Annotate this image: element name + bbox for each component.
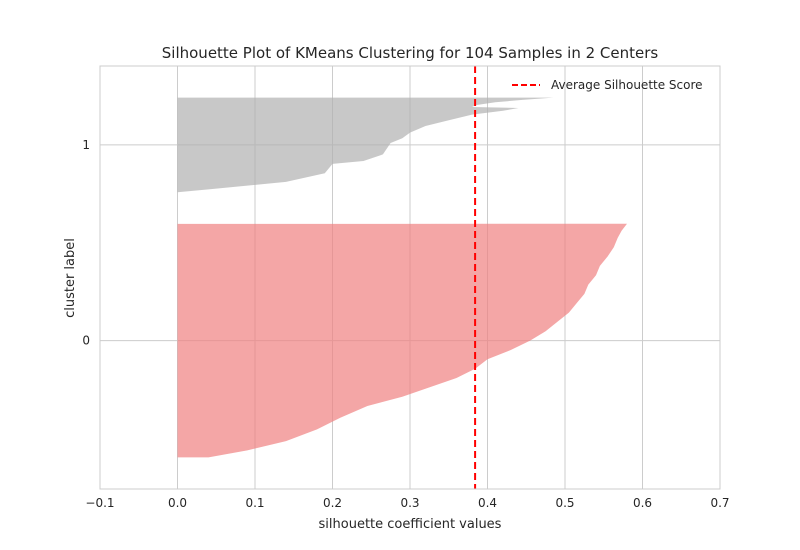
tick-labels: −0.1 0.0 0.1 0.2 0.3 0.4 0.5 0.6 0.7 0 1: [82, 138, 729, 510]
x-tick-label: 0.0: [168, 496, 187, 510]
cluster-1-silhouette-area: [177, 97, 554, 193]
x-axis-label: silhouette coefficient values: [319, 517, 502, 532]
y-axis-label: cluster label: [63, 238, 78, 318]
legend: Average Silhouette Score: [512, 78, 703, 92]
cluster-0-silhouette-area: [177, 223, 627, 458]
x-tick-label: 0.5: [555, 496, 574, 510]
x-tick-label: 0.3: [400, 496, 419, 510]
x-tick-label: 0.6: [633, 496, 652, 510]
cluster-areas: [177, 97, 627, 458]
x-tick-label: −0.1: [85, 496, 114, 510]
legend-label-average-silhouette-score: Average Silhouette Score: [551, 78, 703, 92]
plot-frame: [99, 65, 721, 490]
x-tick-label: 0.4: [478, 496, 497, 510]
chart-title: Silhouette Plot of KMeans Clustering for…: [162, 44, 659, 62]
x-tick-label: 0.1: [245, 496, 264, 510]
y-tick-label: 1: [82, 138, 90, 152]
x-tick-label: 0.7: [710, 496, 729, 510]
x-tick-label: 0.2: [323, 496, 342, 510]
y-tick-label: 0: [82, 334, 90, 348]
